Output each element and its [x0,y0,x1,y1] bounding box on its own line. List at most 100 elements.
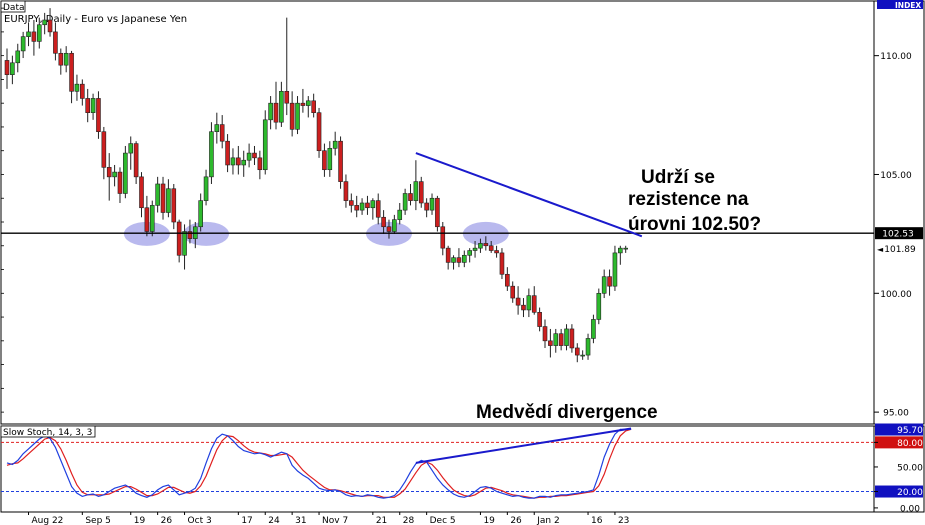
candle-up [295,102,300,130]
price-axis [873,0,925,425]
resistance-badge [875,227,923,240]
resistance-note-line-3: úrovni 102.50? [628,214,761,235]
candle-down [160,183,166,213]
x-tick-label: 24 [268,516,280,525]
x-tick-label: Jan 2 [536,516,559,525]
x-tick-label: 26 [510,516,522,525]
candle-up [472,247,478,251]
data-label: Data [3,3,25,13]
candle-down [343,181,349,201]
candle-down [548,340,553,346]
candle-up [155,183,160,206]
candle-down [144,207,150,232]
stoch-k-line [6,428,632,499]
candle-down [408,193,413,201]
candle-down [171,188,177,223]
candle-down [488,245,494,251]
stoch-tick-label: 80.00 [897,439,923,449]
candle-down [53,31,58,54]
candle-down [322,150,327,171]
stoch-k-badge-label: 95.70 [897,426,923,436]
stoch-ref-badge [875,485,923,498]
candle-up [166,188,171,213]
candle-down [574,347,580,356]
candle-down [236,157,241,166]
candle-up [451,257,456,263]
candles [4,8,629,363]
candle-up [90,98,96,113]
candle-up [128,143,134,154]
x-tick-label: Nov 7 [322,516,348,525]
candle-up [182,231,187,256]
candle-down [58,52,64,66]
candle-up [42,19,47,26]
candle-down [31,31,37,42]
candle-up [359,202,365,211]
chart-title: EURJPY, Daily - Euro vs Japanese Yen [4,14,187,25]
stoch-tick-label: 20.00 [897,488,923,498]
x-tick-label: 28 [403,516,415,525]
candle-down [69,52,74,92]
candle-up [246,152,252,161]
candle-up [526,295,532,311]
candle-up [112,171,117,178]
resistance-note-line-2: rezistence na [628,189,749,210]
candle-down [494,250,499,254]
candle-down [424,202,429,211]
candle-up [209,131,214,178]
x-tick-label: Oct 3 [188,516,212,525]
x-tick-label: 19 [483,516,495,525]
candle-down [80,83,85,99]
candle-down [483,243,489,247]
candle-up [63,52,69,66]
stoch-axis-ticks: 95.70 80.00 50.00 20.00 0.00 [874,423,923,514]
candle-up [15,50,21,64]
candle-down [445,247,451,263]
candle-down [284,91,290,104]
candle-down [225,140,230,166]
candle-up [397,209,403,220]
candle-down [531,295,537,313]
candle-up [262,119,268,171]
candle-down [85,98,90,113]
stoch-lines [6,427,632,499]
x-tick-label: 16 [591,516,603,525]
stoch-d-line [6,428,632,499]
candle-down [101,131,107,168]
divergence-note: Medvědí divergence [476,402,658,423]
candle-down [289,102,295,130]
x-tick-label: 23 [618,516,629,525]
candle-up [429,197,435,211]
candle-down [176,221,182,256]
candle-up [279,91,284,123]
price-lines [1,152,874,238]
candle-down [381,216,386,228]
candle-down [499,252,505,275]
x-tick-label: 19 [134,516,146,525]
price-axis-ticks: 95.00 100.00 105.00 110.00 [874,52,912,419]
x-tick-label: 17 [241,516,252,525]
x-tick-label: 26 [161,516,173,525]
candle-down [133,143,139,178]
candle-down [440,226,446,249]
candle-up [585,338,591,356]
candle-down [375,200,381,218]
candle-up [241,159,247,166]
candle-down [365,202,370,209]
candle-up [370,200,376,209]
candle-down [510,285,516,299]
candle-up [467,250,472,256]
candle-up [564,328,569,346]
candle-down [311,100,316,113]
candle-up [198,200,203,228]
candle-down [300,102,306,106]
x-axis: Aug 22 Sep 5 19 26 Oct 3 17 24 31 Nov 7 21 28 Dec 5… [28,512,629,525]
price-badges: 102.53 ◄ 101.89 [875,227,923,255]
candle-down [273,102,279,123]
price-grid [1,7,4,413]
stoch-k-badge [875,423,923,436]
index-badge-label: INDEX [895,1,921,10]
x-tick-label: Aug 22 [32,516,64,525]
stoch-title: Slow Stoch, 14, 3, 3 [3,428,92,438]
